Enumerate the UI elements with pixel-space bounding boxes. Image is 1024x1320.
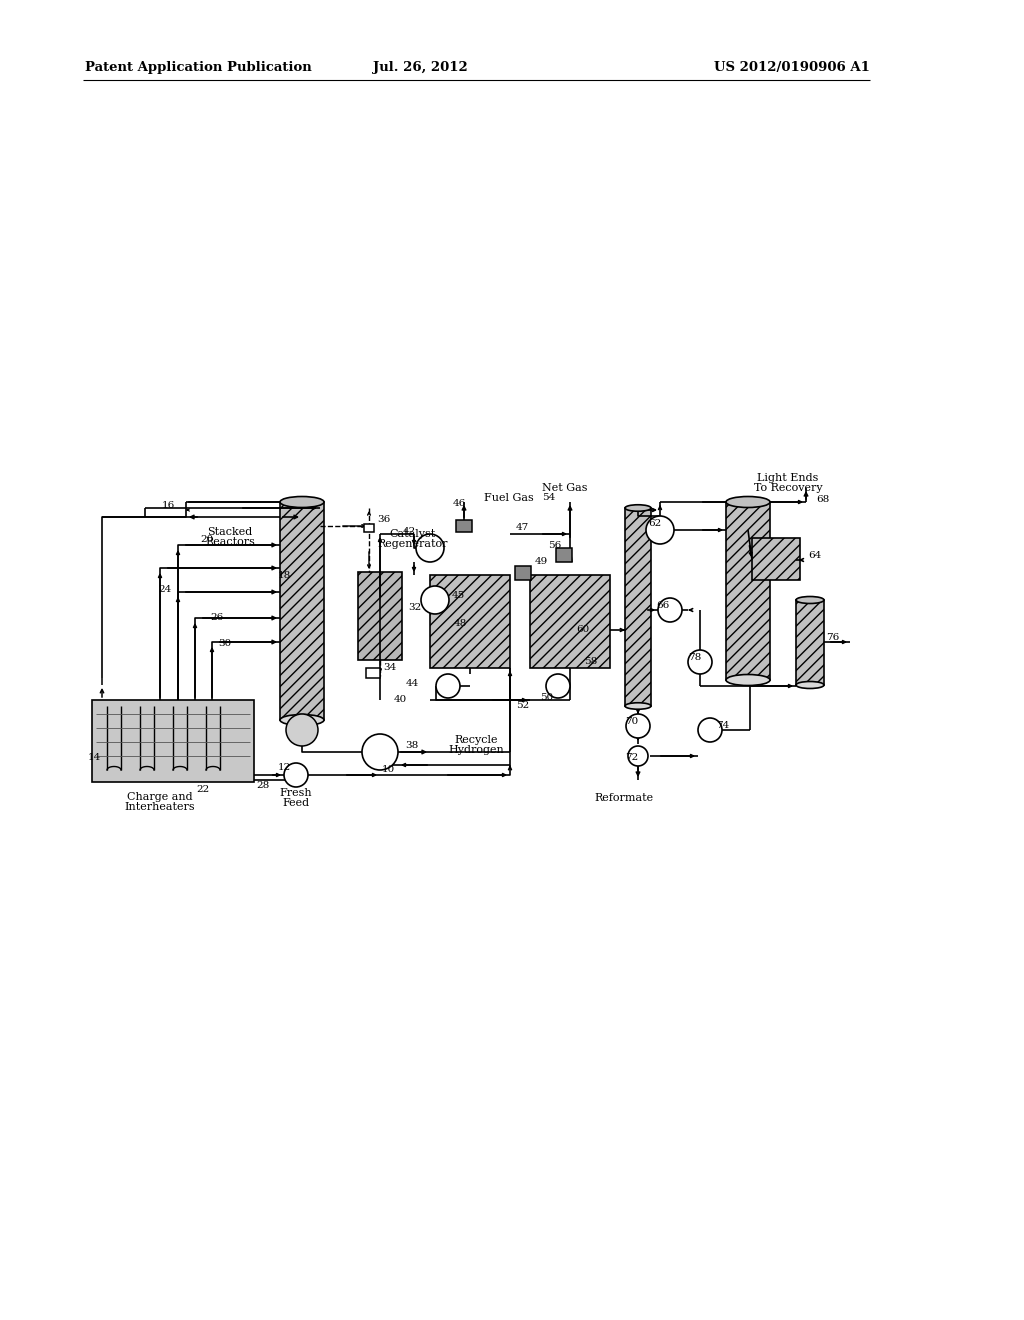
Circle shape [421,586,449,614]
Bar [796,601,824,685]
Text: Jul. 26, 2012: Jul. 26, 2012 [373,62,467,74]
Text: 70: 70 [625,718,638,726]
Bar [625,508,651,706]
Text: 78: 78 [688,653,701,663]
Bar [366,668,380,678]
Ellipse shape [280,714,324,726]
Text: 74: 74 [716,722,729,730]
Text: 12: 12 [278,763,291,772]
Text: 16: 16 [162,502,175,511]
Text: Reformate: Reformate [595,793,653,803]
Text: 46: 46 [453,499,466,508]
Text: 28: 28 [256,780,269,789]
Circle shape [658,598,682,622]
Text: 24: 24 [158,586,171,594]
Circle shape [284,763,308,787]
Text: 45: 45 [452,591,465,601]
Circle shape [698,718,722,742]
Text: 66: 66 [656,602,670,610]
Bar [530,576,610,668]
Text: US 2012/0190906 A1: US 2012/0190906 A1 [714,62,870,74]
Text: 42: 42 [403,527,416,536]
Text: 14: 14 [88,754,101,763]
Bar [364,524,374,532]
Bar [92,700,254,781]
Text: 22: 22 [196,785,209,795]
Text: Feed: Feed [283,799,309,808]
Bar [430,576,510,668]
Text: 64: 64 [808,552,821,561]
Text: 58: 58 [584,657,597,667]
Circle shape [546,675,570,698]
Text: 38: 38 [406,741,418,750]
Text: Stacked: Stacked [208,527,253,537]
Ellipse shape [726,675,770,685]
Text: 26: 26 [210,614,223,623]
Bar [726,502,770,680]
Circle shape [362,734,398,770]
Text: 68: 68 [816,495,829,503]
Text: Light Ends: Light Ends [758,473,818,483]
Circle shape [286,714,318,746]
Text: 62: 62 [648,520,662,528]
Circle shape [416,535,444,562]
Text: Interheaters: Interheaters [125,803,196,812]
Bar [556,548,572,562]
Text: Fuel Gas: Fuel Gas [484,492,534,503]
Bar [280,502,324,719]
Text: Reactors: Reactors [205,537,255,546]
Text: 54: 54 [542,494,555,503]
Ellipse shape [625,702,651,709]
Bar [358,572,402,660]
Text: 34: 34 [383,664,396,672]
Circle shape [628,746,648,766]
Text: Fresh: Fresh [280,788,312,799]
Text: 72: 72 [625,754,638,763]
Text: Patent Application Publication: Patent Application Publication [85,62,311,74]
Text: Hydrogen: Hydrogen [449,744,504,755]
Text: Catalyst: Catalyst [390,529,436,539]
Bar [456,520,472,532]
Text: 36: 36 [377,516,390,524]
Text: Charge and: Charge and [127,792,193,803]
Ellipse shape [796,681,824,689]
Text: 52: 52 [516,701,529,710]
Text: 48: 48 [454,619,467,628]
Ellipse shape [796,597,824,603]
Text: 30: 30 [218,639,231,648]
Circle shape [646,516,674,544]
Circle shape [688,649,712,675]
Text: Recycle: Recycle [455,735,498,744]
Text: 50: 50 [540,693,553,702]
Text: 10: 10 [382,766,395,775]
Circle shape [436,675,460,698]
Circle shape [626,714,650,738]
Text: 20: 20 [200,536,213,544]
Bar [752,539,800,579]
Text: Net Gas: Net Gas [542,483,588,492]
Text: 18: 18 [278,570,291,579]
Text: To Recovery: To Recovery [754,483,822,492]
Text: 56: 56 [548,540,561,549]
Text: Regenerator: Regenerator [378,539,449,549]
Text: 44: 44 [406,680,419,689]
Text: 32: 32 [408,603,421,612]
Text: 76: 76 [826,634,840,643]
Text: 60: 60 [575,626,589,635]
Text: 47: 47 [516,523,529,532]
Text: 40: 40 [394,696,408,705]
Bar [515,566,531,579]
Ellipse shape [726,496,770,507]
Text: 49: 49 [535,557,548,566]
Ellipse shape [280,496,324,507]
Ellipse shape [625,504,651,511]
